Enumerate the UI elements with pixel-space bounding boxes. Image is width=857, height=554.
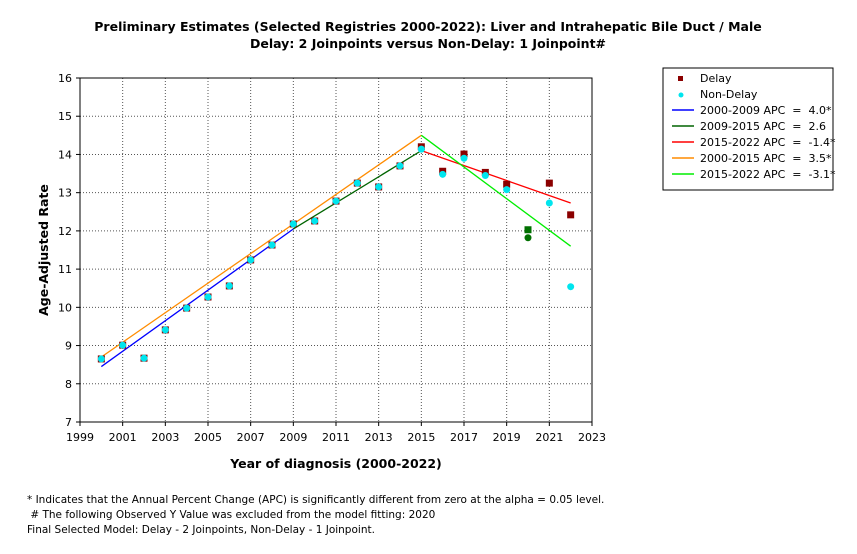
legend-label: 2000-2015 APC = 3.5* [700,152,832,165]
y-tick-label: 7 [65,416,72,429]
x-tick-label: 2021 [535,431,563,444]
delay-point [503,180,511,188]
non-delay-point [545,199,553,207]
y-tick-label: 8 [65,378,72,391]
joinpoint-chart: Preliminary Estimates (Selected Registri… [36,19,836,471]
legend-marker-non-delay [678,92,684,98]
ticks: 1999 2001 2003 2005 2007 2009 2011 2013 2015 2017… [58,72,606,444]
footnote-excluded: # The following Observed Y Value was exc… [27,509,436,521]
footnote-significance: * Indicates that the Annual Percent Chan… [27,494,605,506]
non-delay-point [225,282,233,290]
non-delay-point [439,170,447,178]
x-tick-label: 2001 [109,431,137,444]
x-tick-label: 2023 [578,431,606,444]
footnote-final-model: Final Selected Model: Delay - 2 Joinpoin… [27,524,375,536]
legend: Delay Non-Delay 2000-2009 APC = 4.0* 2009-2… [662,67,836,191]
non-delay-point [524,234,532,242]
legend-label: 2015-2022 APC = -1.4* [700,136,836,149]
x-tick-label: 2011 [322,431,350,444]
chart-subtitle: Delay: 2 Joinpoints versus Non-Delay: 1 … [250,36,606,51]
y-axis-label: Age-Adjusted Rate [36,184,51,316]
x-tick-label: 2005 [194,431,222,444]
chart-title: Preliminary Estimates (Selected Registri… [94,19,761,34]
non-delay-point [311,217,319,225]
y-tick-label: 11 [58,263,72,276]
non-delay-point [183,304,191,312]
non-delay-point [353,179,361,187]
y-tick-label: 15 [58,110,72,123]
fit-line [100,134,422,358]
legend-box [662,67,834,191]
x-tick-label: 2017 [450,431,478,444]
non-delay-point [140,354,148,362]
non-delay-point [503,186,511,194]
data-points [97,143,575,363]
legend-label: 2009-2015 APC = 2.6 [700,120,826,133]
legend-label: 2015-2022 APC = -3.1* [700,168,836,181]
y-tick-label: 12 [58,225,72,238]
legend-marker-delay [678,76,683,81]
x-tick-label: 2013 [365,431,393,444]
delay-point [545,179,553,187]
fit-line [100,228,294,368]
non-delay-point [268,241,276,249]
fit-line [292,150,422,230]
x-tick-label: 1999 [66,431,94,444]
x-tick-label: 2009 [279,431,307,444]
non-delay-point [375,183,383,191]
non-delay-point [417,145,425,153]
non-delay-point [247,256,255,264]
y-tick-label: 9 [65,340,72,353]
y-tick-label: 10 [58,301,72,314]
x-tick-label: 2007 [237,431,265,444]
non-delay-point [332,197,340,205]
non-delay-point [567,283,575,291]
non-delay-point [460,154,468,162]
non-delay-point [97,355,105,363]
legend-label: Delay [700,72,732,85]
legend-label: 2000-2009 APC = 4.0* [700,104,832,117]
x-axis-label: Year of diagnosis (2000-2022) [229,456,442,471]
delay-point [460,150,468,158]
plot-frame [79,77,593,423]
x-tick-label: 2003 [151,431,179,444]
y-tick-label: 14 [58,148,72,161]
non-delay-point [289,220,297,228]
y-tick-label: 16 [58,72,72,85]
x-tick-label: 2015 [407,431,435,444]
non-delay-point [481,171,489,179]
delay-point [567,211,575,219]
grid [80,78,592,422]
non-delay-point [161,326,169,334]
x-tick-label: 2019 [493,431,521,444]
non-delay-point [119,341,127,349]
non-delay-point [396,162,404,170]
fit-line [421,150,571,204]
non-delay-point [204,293,212,301]
fit-line [420,134,572,247]
y-tick-label: 13 [58,187,72,200]
delay-point [524,226,532,234]
legend-label: Non-Delay [700,88,758,101]
fit-lines [100,134,572,368]
